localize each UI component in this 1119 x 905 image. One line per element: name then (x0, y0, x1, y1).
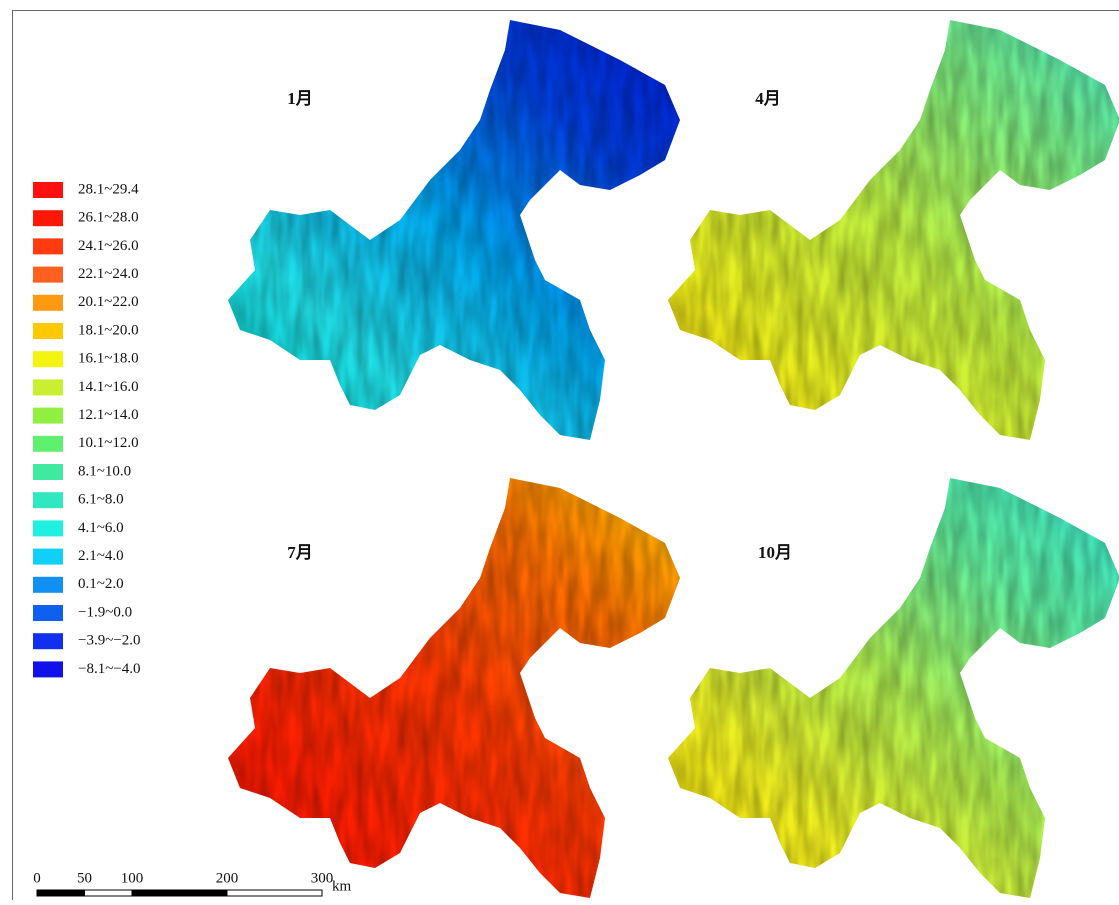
legend: 28.1~29.4 26.1~28.0 24.1~26.0 22.1~24.0 20.1… (33, 181, 141, 677)
scale-unit: km (332, 878, 352, 894)
legend-label: 22.1~24.0 (78, 266, 139, 282)
legend-swatch (33, 323, 63, 339)
terrain-texture (668, 478, 1119, 898)
legend-label: 24.1~26.0 (78, 238, 139, 254)
scale-tick-label: 100 (121, 870, 144, 886)
scale-segment (37, 890, 85, 896)
legend-label: 8.1~10.0 (78, 463, 131, 479)
legend-label: 20.1~22.0 (78, 294, 139, 310)
scale-tick-label: 0 (33, 870, 41, 886)
map-panel (228, 20, 680, 440)
terrain-texture (228, 20, 680, 440)
terrain-texture (228, 478, 680, 898)
terrain-texture (668, 20, 1119, 440)
legend-swatch (33, 210, 63, 226)
legend-swatch (33, 182, 63, 198)
scale-tick-label: 300 (311, 870, 334, 886)
scale-segment (132, 890, 227, 896)
map-panel (668, 20, 1119, 440)
legend-swatch (33, 295, 63, 311)
legend-label: −8.1~−4.0 (78, 661, 141, 677)
legend-label: −3.9~−2.0 (78, 633, 141, 649)
panel-label: 10月 (758, 543, 792, 562)
scale-tick-label: 200 (216, 870, 239, 886)
legend-label: 28.1~29.4 (78, 181, 139, 197)
scale-segment (85, 890, 133, 896)
legend-label: 18.1~20.0 (78, 322, 139, 338)
legend-swatch (33, 238, 63, 254)
legend-label: 6.1~8.0 (78, 492, 124, 508)
scale-segment (227, 890, 322, 896)
legend-swatch (33, 379, 63, 395)
legend-label: 0.1~2.0 (78, 576, 124, 592)
legend-label: 10.1~12.0 (78, 435, 139, 451)
legend-swatch (33, 408, 63, 424)
panels: 1月 4月 7月 10月 (228, 20, 1119, 898)
legend-swatch (33, 520, 63, 536)
legend-label: 2.1~4.0 (78, 548, 124, 564)
legend-swatch (33, 492, 63, 508)
panel-label: 4月 (755, 89, 781, 108)
legend-label: 12.1~14.0 (78, 407, 139, 423)
legend-swatch (33, 549, 63, 565)
map-panel (228, 478, 680, 898)
legend-label: 26.1~28.0 (78, 210, 139, 226)
legend-swatch (33, 267, 63, 283)
legend-swatch (33, 605, 63, 621)
legend-swatch (33, 661, 63, 677)
legend-label: −1.9~0.0 (78, 604, 132, 620)
legend-label: 4.1~6.0 (78, 520, 124, 536)
map-panel (668, 478, 1119, 898)
legend-swatch (33, 633, 63, 649)
panel-label: 7月 (287, 543, 313, 562)
scale-tick-label: 50 (77, 870, 92, 886)
legend-swatch (33, 351, 63, 367)
legend-swatch (33, 577, 63, 593)
panel-label: 1月 (287, 89, 313, 108)
legend-swatch (33, 464, 63, 480)
legend-label: 16.1~18.0 (78, 351, 139, 367)
legend-label: 14.1~16.0 (78, 379, 139, 395)
legend-swatch (33, 436, 63, 452)
